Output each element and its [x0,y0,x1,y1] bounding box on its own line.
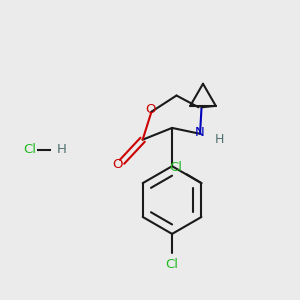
Text: H: H [214,133,224,146]
Text: O: O [112,158,123,171]
Text: N: N [195,126,205,139]
Text: O: O [145,103,155,116]
Text: H: H [57,143,67,157]
Text: Cl: Cl [23,143,36,157]
Text: Cl: Cl [166,258,178,271]
Text: Cl: Cl [169,161,182,174]
